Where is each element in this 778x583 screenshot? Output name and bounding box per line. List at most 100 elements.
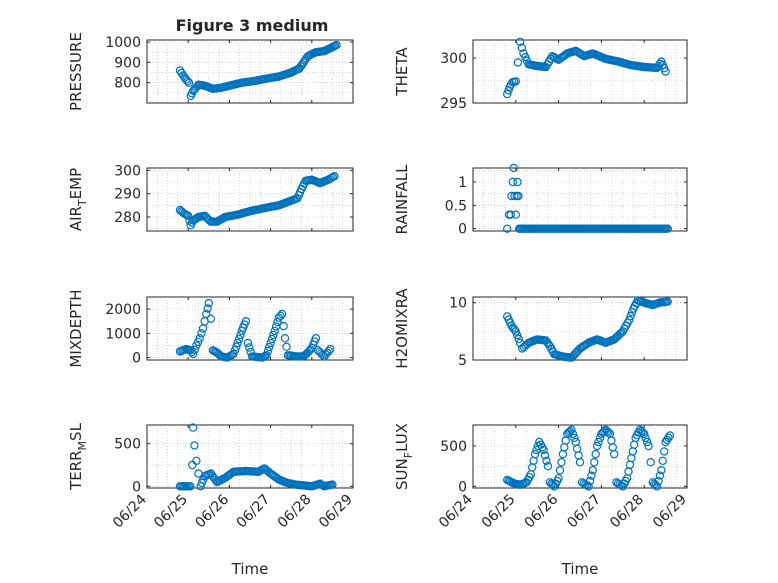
data-point xyxy=(188,423,198,432)
x-tick-label: 06/27 xyxy=(564,492,604,532)
data-point xyxy=(234,334,244,344)
x-tick-label: 06/29 xyxy=(650,492,690,532)
data-point xyxy=(587,471,596,480)
data-point xyxy=(506,210,515,219)
data-point xyxy=(183,211,193,220)
data-point xyxy=(230,346,240,355)
data-point xyxy=(277,309,287,319)
data-point xyxy=(642,437,652,447)
data-point xyxy=(311,334,321,343)
data-point xyxy=(326,344,335,354)
y-tick-label: 900 xyxy=(114,55,141,71)
data-point xyxy=(564,428,573,437)
x-tick-label: 06/26 xyxy=(192,491,232,531)
subplot-rainfall: 0 0.5 1 RAINFALL xyxy=(393,163,688,238)
data-point xyxy=(229,349,238,359)
y-axis-label: THETA xyxy=(393,47,411,97)
y-tick-label: 5 xyxy=(458,353,467,369)
data-point xyxy=(183,76,192,86)
data-point xyxy=(328,480,337,489)
plot-frame xyxy=(472,167,688,232)
data-point xyxy=(660,447,669,456)
data-point xyxy=(517,43,527,52)
data-point xyxy=(265,342,274,352)
y-tick-label: 500 xyxy=(440,439,467,455)
data-point xyxy=(318,350,327,360)
data-point xyxy=(557,458,566,467)
data-point xyxy=(655,471,665,480)
data-point xyxy=(511,327,521,336)
data-point xyxy=(511,77,521,86)
data-point xyxy=(276,311,285,320)
data-point xyxy=(650,479,659,488)
data-point xyxy=(646,458,655,467)
data-point xyxy=(243,338,253,348)
data-point xyxy=(515,37,525,47)
data-point xyxy=(270,326,279,336)
y-tick-label: 1000 xyxy=(105,326,141,342)
data-point xyxy=(539,445,548,455)
y-tick-label: 0 xyxy=(458,479,467,495)
data-point xyxy=(554,474,563,483)
x-tick-label: 06/25 xyxy=(479,492,519,532)
data-point xyxy=(591,449,600,459)
data-point xyxy=(324,346,333,356)
data-point xyxy=(637,427,646,436)
subplot-mixdepth: 0 1000 2000 MIXDEPTH xyxy=(67,289,354,368)
data-point xyxy=(192,456,201,465)
data-point xyxy=(640,429,649,439)
y-tick-label: 280 xyxy=(114,210,141,226)
data-point xyxy=(510,191,519,201)
x-tick-label: 06/25 xyxy=(151,492,191,532)
data-point xyxy=(197,329,206,338)
data-point xyxy=(332,40,341,50)
data-point xyxy=(190,345,199,354)
y-tick-label: 10 xyxy=(449,296,467,312)
data-point xyxy=(195,334,204,343)
data-point xyxy=(513,177,522,187)
data-point xyxy=(263,346,273,356)
data-point xyxy=(232,342,241,351)
data-point xyxy=(570,433,579,443)
data-point xyxy=(604,428,613,437)
data-point xyxy=(202,309,211,319)
data-point xyxy=(245,343,254,352)
data-point xyxy=(190,441,199,450)
subplot-sunflux: 0 500 SUNFLUX 06/24 06/25 06/26 06/27 06/28 06/2… xyxy=(393,423,690,578)
figure-title: Figure 3 medium xyxy=(176,16,329,35)
data-point xyxy=(330,171,339,181)
y-tick-label: 1 xyxy=(458,175,467,191)
x-tick-label: 06/28 xyxy=(275,492,315,532)
data-point xyxy=(657,466,666,475)
data-point xyxy=(543,462,553,471)
data-point xyxy=(626,311,635,321)
data-point xyxy=(594,437,603,447)
y-tick-label: 1000 xyxy=(105,35,141,51)
data-point xyxy=(262,351,271,360)
data-point xyxy=(246,347,255,357)
x-tick-label: 06/28 xyxy=(607,492,647,532)
data-point xyxy=(236,330,245,340)
data-point xyxy=(652,482,662,491)
data-point xyxy=(508,177,517,187)
data-point xyxy=(513,331,522,340)
data-point xyxy=(233,338,242,348)
data-point xyxy=(662,435,672,444)
data-point xyxy=(514,334,523,344)
data-point xyxy=(661,437,670,447)
y-axis-label: SUNFLUX xyxy=(393,423,415,490)
data-point xyxy=(654,476,663,486)
subplot-theta: 295 300 THETA xyxy=(393,37,688,112)
y-tick-label: 500 xyxy=(114,437,141,453)
x-tick-label: 06/24 xyxy=(110,491,150,531)
data-point xyxy=(625,315,634,325)
data-point xyxy=(266,338,275,348)
data-point xyxy=(269,330,278,340)
data-point xyxy=(664,433,673,442)
data-point xyxy=(555,466,565,475)
data-point xyxy=(204,298,213,308)
y-axis-label: PRESSURE xyxy=(67,32,85,111)
y-tick-label: 0 xyxy=(132,351,141,367)
